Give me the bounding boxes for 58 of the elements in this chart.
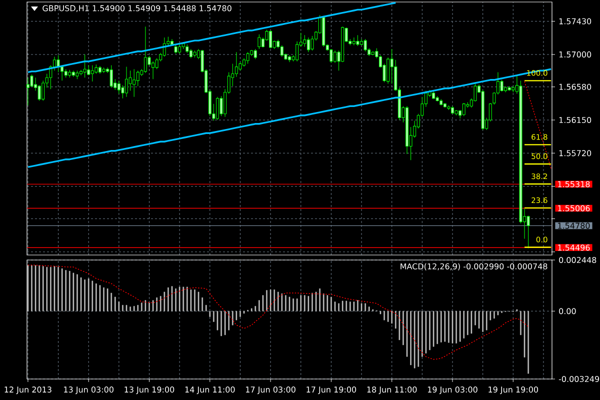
candlestick: [136, 70, 140, 86]
candlestick: [334, 50, 336, 64]
candlestick: [216, 96, 219, 120]
ref-line-label: 1.55006: [558, 205, 590, 212]
y-tick-label: 0.002448: [559, 256, 596, 264]
ref-line-label: 1.54780: [558, 222, 590, 229]
candlestick: [440, 98, 443, 106]
candlestick: [234, 52, 238, 78]
candlestick: [80, 70, 83, 76]
y-tick-label: 1.57000: [559, 51, 592, 58]
candlestick: [288, 54, 291, 62]
candlestick: [406, 106, 408, 154]
candlestick: [110, 64, 113, 88]
y-tick-label: 1.56580: [559, 84, 592, 90]
y-tick-label: 1.56150: [559, 116, 592, 124]
candlestick: [386, 57, 390, 84]
x-tick-label: 13 Jun 19:00: [124, 386, 174, 394]
candlestick: [132, 68, 136, 98]
chart-title: MACD(12,26,9) -0.002990 -0.000748: [400, 263, 548, 270]
candlestick: [117, 80, 120, 94]
chart-title: GBPUSD,H1 1.54900 1.54909 1.54488 1.54780: [42, 5, 232, 12]
x-tick-label: 19 Jun 19:00: [488, 386, 538, 394]
candlestick: [436, 96, 439, 102]
candlestick: [87, 64, 90, 76]
y-tick-label: 0.00: [559, 308, 576, 314]
candlestick: [432, 91, 436, 100]
candlestick: [280, 44, 284, 58]
x-tick-label: 17 Jun 19:00: [306, 386, 356, 394]
candlestick: [102, 67, 106, 74]
x-tick-label: 14 Jun 11:00: [185, 386, 235, 394]
candlestick: [72, 70, 75, 78]
ref-line-label: 1.55318: [558, 181, 590, 188]
y-tick-label: -0.003249: [558, 376, 600, 382]
candlestick: [83, 54, 86, 78]
x-tick-label: 18 Jun 11:00: [367, 386, 417, 394]
candlestick: [144, 26, 147, 74]
x-tick-label: 19 Jun 03:00: [428, 386, 478, 394]
y-tick-label: 1.55720: [559, 150, 592, 156]
candlestick: [193, 50, 196, 58]
candlestick: [451, 106, 454, 114]
candlestick: [341, 26, 344, 62]
candlestick: [269, 30, 272, 49]
x-tick-label: 13 Jun 03:00: [64, 386, 114, 394]
candlestick: [170, 38, 174, 45]
candlestick: [26, 77, 30, 106]
y-tick-label: 1.57430: [559, 18, 592, 24]
candlestick: [189, 48, 192, 59]
candlestick: [125, 66, 128, 98]
candlestick: [98, 66, 102, 74]
candlestick: [254, 48, 257, 60]
candlestick: [178, 43, 182, 54]
candlestick: [352, 37, 356, 46]
candlestick: [306, 37, 310, 52]
ref-line-label: 1.54496: [558, 244, 590, 251]
candlestick: [152, 61, 155, 80]
x-tick-label: 12 Jun 2013: [4, 386, 52, 394]
candlestick: [90, 64, 94, 82]
x-tick-label: 17 Jun 03:00: [246, 386, 296, 394]
